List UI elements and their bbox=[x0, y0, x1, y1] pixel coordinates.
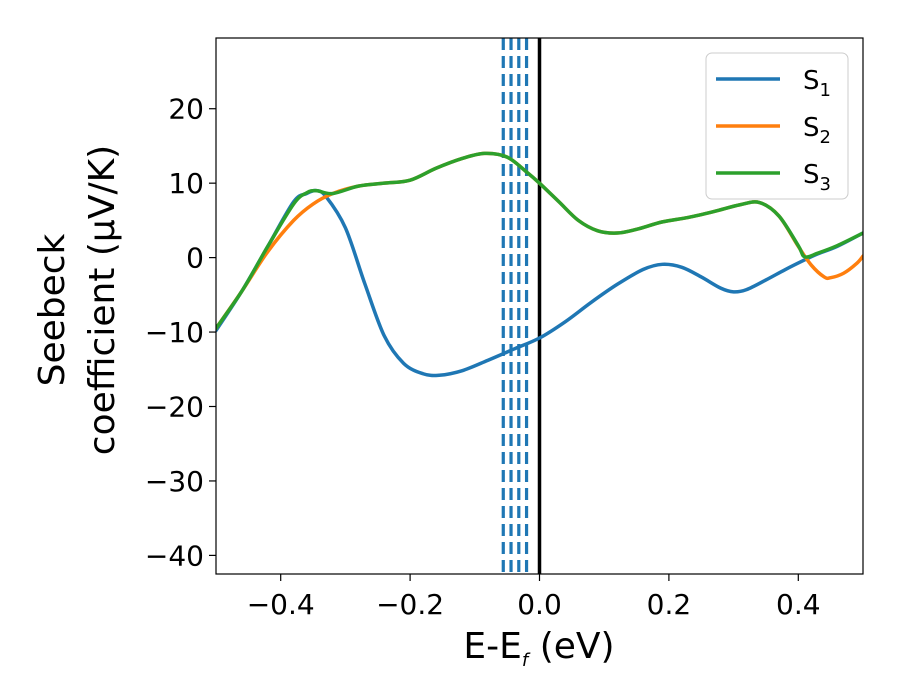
series-line-s3 bbox=[216, 151, 863, 331]
y-tick-label: 0 bbox=[186, 242, 204, 275]
x-axis-label: E-Ef (eV) bbox=[463, 626, 614, 671]
y-tick-label: −10 bbox=[145, 316, 204, 349]
x-tick-label: 0.4 bbox=[776, 588, 821, 621]
legend-label-s3: S3 bbox=[803, 160, 831, 195]
x-tick-label: −0.2 bbox=[376, 588, 444, 621]
vertical-markers bbox=[501, 38, 542, 574]
series-group bbox=[216, 151, 863, 378]
y-tick-label: −30 bbox=[145, 465, 204, 498]
y-tick-label: 20 bbox=[168, 93, 204, 126]
legend-label-s1: S1 bbox=[803, 66, 831, 101]
legend: S1 S2 S3 bbox=[705, 52, 849, 200]
y-axis-label-line2: coefficient (μV/K) bbox=[82, 145, 123, 455]
x-tick-label: 0.0 bbox=[517, 588, 562, 621]
x-axis-ticks: −0.4 −0.2 0.0 0.2 0.4 bbox=[247, 574, 821, 621]
y-axis-label-line1: Seebeck bbox=[32, 233, 73, 386]
x-tick-label: 0.2 bbox=[647, 588, 692, 621]
y-tick-label: −40 bbox=[145, 539, 204, 572]
y-tick-label: −20 bbox=[145, 391, 204, 424]
legend-label-s2: S2 bbox=[803, 113, 831, 148]
y-axis-label: Seebeck coefficient (μV/K) bbox=[32, 145, 123, 455]
y-axis-ticks: −40 −30 −20 −10 0 10 20 bbox=[145, 93, 216, 572]
y-tick-label: 10 bbox=[168, 167, 204, 200]
x-tick-label: −0.4 bbox=[247, 588, 315, 621]
